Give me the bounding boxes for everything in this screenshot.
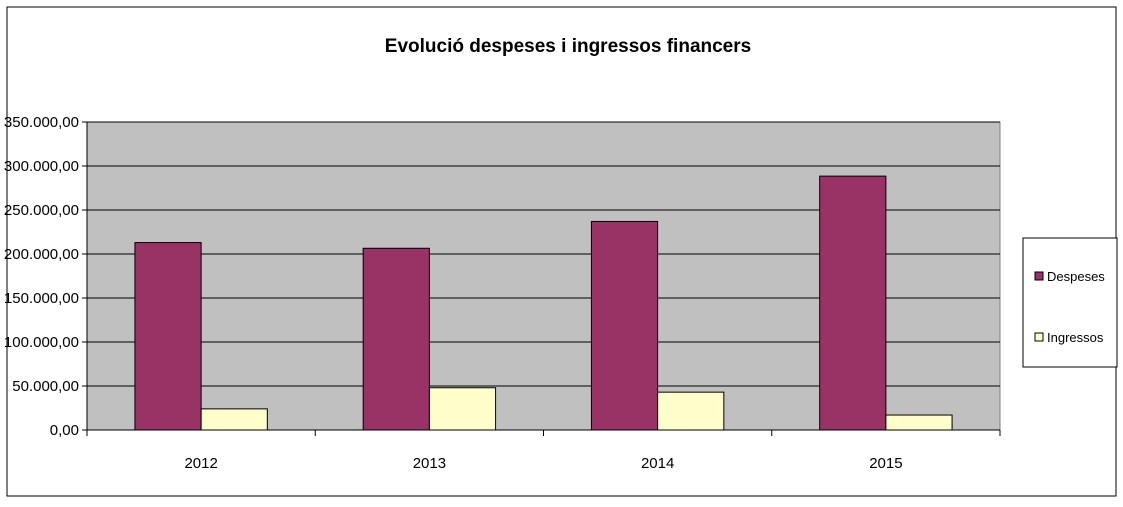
y-axis-ticks: 0,00 50.000,00 100.000,00 150.000,00 200.000… — [4, 114, 87, 439]
x-axis-ticks: 2012 2013 2014 2015 — [86, 430, 1001, 472]
legend-swatch-despeses — [1034, 271, 1044, 281]
y-tick-label: 150.000,00 — [4, 290, 79, 307]
x-tick-label: 2014 — [641, 455, 674, 472]
bar-despeses-2015 — [819, 175, 887, 431]
bar-despeses-2014 — [590, 220, 659, 431]
y-tick-label: 0,00 — [50, 422, 79, 439]
x-tick-label: 2015 — [869, 455, 902, 472]
y-tick-label: 50.000,00 — [12, 378, 79, 395]
y-tick-label: 250.000,00 — [4, 202, 79, 219]
bar-ingressos-2014 — [657, 391, 725, 431]
chart-title: Evolució despeses i ingressos financers — [385, 36, 751, 57]
bar-ingressos-2015 — [885, 414, 953, 431]
y-tick-label: 200.000,00 — [4, 246, 79, 263]
legend-label-ingressos: Ingressos — [1047, 330, 1104, 345]
bar-despeses-2013 — [362, 247, 430, 431]
y-tick-label: 300.000,00 — [4, 158, 79, 175]
y-tick-label: 350.000,00 — [4, 114, 79, 131]
bar-despeses-2012 — [134, 242, 202, 431]
x-tick-label: 2013 — [413, 455, 446, 472]
bar-ingressos-2013 — [428, 387, 497, 431]
y-tick-label: 100.000,00 — [4, 334, 79, 351]
legend-swatch-ingressos — [1034, 332, 1044, 342]
bar-ingressos-2012 — [200, 408, 268, 431]
x-tick-label: 2012 — [184, 455, 217, 472]
legend-label-despeses: Despeses — [1047, 269, 1105, 284]
legend: Despeses Ingressos — [1022, 237, 1118, 368]
legend-box — [1022, 237, 1118, 368]
